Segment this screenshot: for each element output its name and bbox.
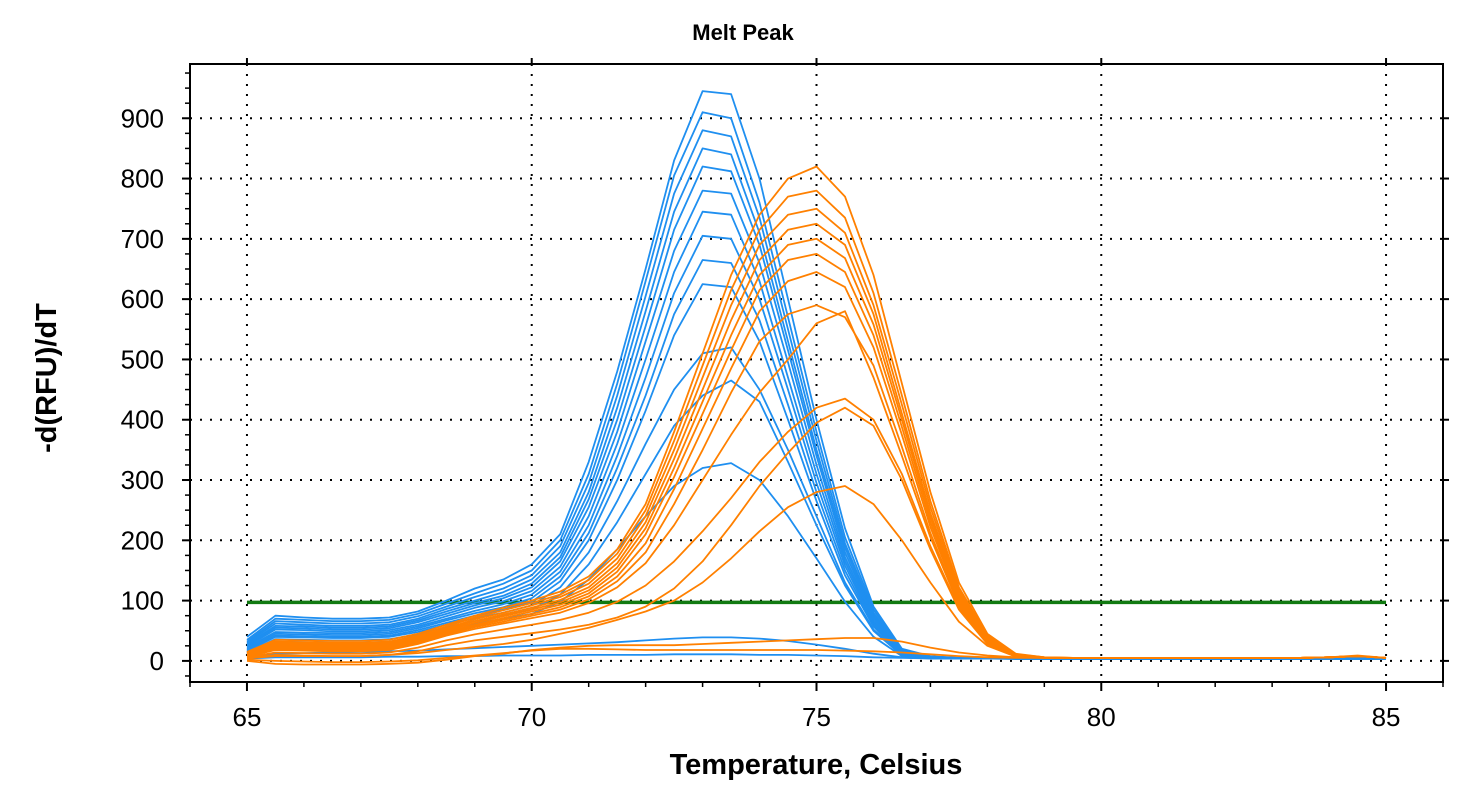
chart-title: Melt Peak — [692, 20, 794, 45]
y-tick-label: 800 — [121, 164, 164, 194]
grid-layer — [190, 64, 1443, 682]
series-line-orange-29 — [246, 647, 1387, 663]
x-tick-label: 65 — [232, 702, 261, 732]
x-tick-label: 70 — [517, 702, 546, 732]
plot-frame — [189, 63, 1444, 683]
y-tick-label: 200 — [121, 525, 164, 555]
series-line-blue-15 — [246, 653, 1386, 660]
y-tick-label: 100 — [121, 586, 164, 616]
tick-label-layer: 65 70 75 80 85 0 100 200 300 400 500 600 700 800 900 — [121, 103, 1401, 732]
y-tick-label: 300 — [121, 465, 164, 495]
series-line-blue-9 — [246, 259, 1387, 660]
x-tick-label: 75 — [802, 702, 831, 732]
x-tick-label: 80 — [1087, 702, 1116, 732]
y-tick-label: 500 — [121, 344, 164, 374]
y-tick-label: 0 — [150, 646, 164, 676]
x-tick-label: 85 — [1372, 702, 1401, 732]
y-tick-label: 700 — [121, 224, 164, 254]
x-axis-label: Temperature, Celsius — [670, 749, 963, 781]
y-tick-label: 900 — [121, 103, 164, 133]
y-tick-label: 400 — [121, 405, 164, 435]
axis-layer — [182, 58, 1449, 691]
y-tick-label: 600 — [121, 284, 164, 314]
y-axis-label: -d(RFU)/dT — [31, 303, 63, 453]
series-layer — [246, 90, 1387, 666]
